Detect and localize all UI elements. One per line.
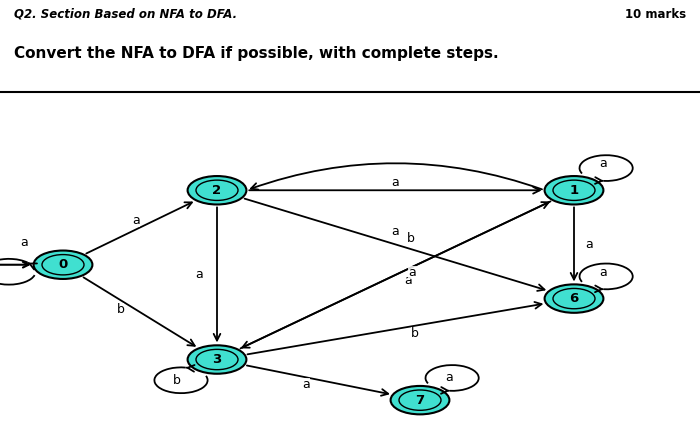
Text: a: a (195, 268, 203, 281)
Circle shape (34, 250, 92, 279)
Circle shape (545, 284, 603, 313)
Text: a: a (599, 158, 608, 171)
Text: a: a (20, 236, 29, 249)
Text: a: a (391, 225, 400, 238)
Text: a: a (302, 378, 310, 391)
Text: a: a (585, 238, 594, 251)
Text: 1: 1 (569, 184, 579, 197)
Text: 7: 7 (415, 394, 425, 407)
Circle shape (188, 176, 246, 204)
Text: b: b (411, 327, 419, 340)
Text: a: a (445, 371, 454, 384)
Text: a: a (132, 214, 141, 227)
Text: Q2. Section Based on NFA to DFA.: Q2. Section Based on NFA to DFA. (14, 8, 237, 21)
Text: Convert the NFA to DFA if possible, with complete steps.: Convert the NFA to DFA if possible, with… (14, 46, 498, 61)
Text: 6: 6 (569, 292, 579, 305)
Text: a: a (408, 266, 416, 279)
Text: b: b (116, 303, 125, 316)
Circle shape (391, 386, 449, 414)
Text: 0: 0 (58, 258, 68, 271)
Text: 2: 2 (212, 184, 222, 197)
Text: a: a (391, 176, 400, 189)
Text: b: b (172, 374, 181, 387)
Text: a: a (599, 266, 608, 279)
Text: 3: 3 (212, 353, 222, 366)
Circle shape (545, 176, 603, 204)
Text: b: b (407, 232, 415, 245)
Text: a: a (404, 274, 412, 287)
Text: 10 marks: 10 marks (625, 8, 686, 21)
Circle shape (188, 345, 246, 374)
